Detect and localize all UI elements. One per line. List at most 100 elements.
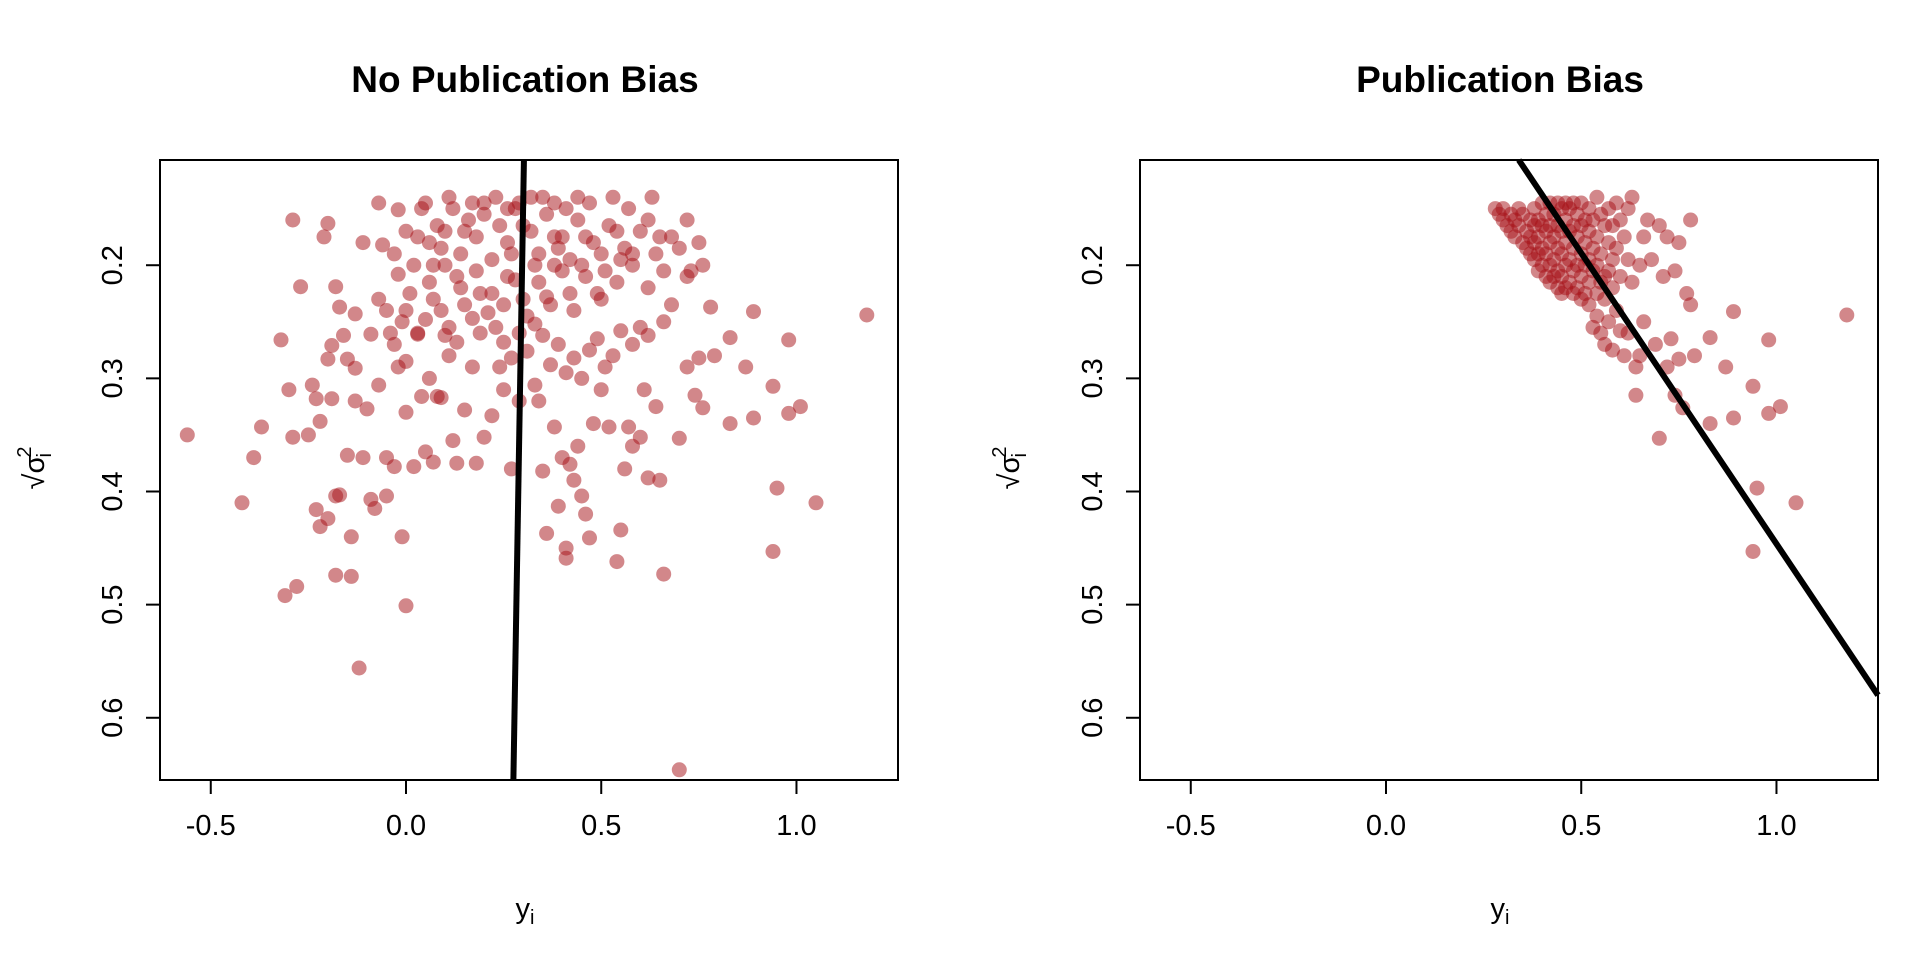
data-point: [496, 334, 512, 350]
panel-publication-bias: Publication Bias -0.5 0.0 0.5 1.0 0.2 0.3 0.4…: [989, 59, 1881, 929]
data-point: [1659, 229, 1675, 245]
data-point: [382, 325, 398, 341]
data-point: [640, 470, 656, 486]
data-point: [1628, 387, 1644, 403]
data-point: [652, 472, 668, 488]
data-point: [386, 336, 402, 352]
data-point: [336, 327, 351, 343]
data-point: [179, 427, 195, 443]
data-point: [324, 338, 340, 353]
data-point: [390, 202, 406, 218]
y-axis-label: √σ2i: [14, 447, 56, 490]
data-point: [558, 550, 574, 566]
data-point: [578, 229, 594, 245]
data-point: [433, 240, 449, 256]
data-point: [410, 325, 426, 341]
data-point: [503, 246, 519, 262]
data-point: [574, 488, 590, 504]
data-point: [461, 212, 476, 228]
data-point: [656, 263, 672, 279]
y-tick-label: 0.6: [1077, 698, 1109, 738]
data-point: [562, 286, 578, 301]
data-point: [449, 334, 465, 350]
data-point: [1624, 189, 1640, 205]
data-point: [371, 291, 387, 307]
data-point: [343, 529, 359, 545]
data-point: [503, 350, 519, 366]
data-point: [488, 319, 504, 335]
data-point: [664, 297, 679, 313]
data-point: [343, 568, 359, 584]
data-point: [289, 579, 305, 594]
data-point: [531, 393, 547, 409]
data-point: [464, 310, 480, 326]
data-point: [546, 229, 562, 245]
data-point: [472, 325, 488, 341]
points-layer: [179, 189, 875, 778]
chart-title: Publication Bias: [1356, 59, 1644, 100]
data-point: [254, 419, 269, 435]
data-point: [421, 370, 437, 386]
data-point: [1788, 495, 1804, 511]
data-point: [347, 393, 363, 409]
data-point: [1726, 304, 1741, 320]
data-point: [464, 195, 480, 211]
data-point: [683, 263, 699, 279]
x-axis: -0.5 0.0 0.5 1.0: [1166, 779, 1797, 842]
data-point: [792, 399, 808, 415]
data-point: [1683, 297, 1699, 313]
data-point: [472, 286, 488, 301]
data-point: [1624, 274, 1640, 290]
data-point: [695, 400, 711, 416]
data-point: [1651, 430, 1667, 446]
data-point: [609, 554, 625, 570]
data-point: [671, 430, 687, 446]
data-point: [484, 252, 500, 268]
data-point: [234, 495, 250, 511]
data-point: [414, 389, 430, 404]
data-point: [500, 235, 515, 251]
x-tick-label: -0.5: [186, 810, 236, 842]
data-point: [445, 433, 461, 449]
data-point: [546, 195, 562, 211]
data-point: [308, 391, 324, 407]
data-point: [449, 269, 465, 284]
data-point: [539, 525, 555, 541]
data-point: [1839, 307, 1855, 323]
data-point: [464, 359, 480, 375]
x-axis-label: yi: [1491, 893, 1510, 929]
data-point: [1632, 257, 1648, 273]
data-point: [746, 304, 761, 320]
data-point: [531, 246, 547, 262]
data-point: [550, 336, 566, 352]
data-point: [1749, 480, 1765, 496]
data-point: [394, 314, 410, 330]
data-point: [398, 303, 414, 318]
data-point: [632, 223, 648, 239]
data-point: [1589, 308, 1605, 324]
data-point: [671, 762, 687, 778]
data-point: [328, 279, 344, 295]
data-point: [1608, 240, 1624, 256]
data-point: [613, 252, 629, 268]
data-point: [535, 327, 551, 343]
data-point: [484, 408, 500, 424]
data-point: [492, 218, 508, 234]
data-point: [621, 201, 637, 217]
data-point: [398, 353, 414, 369]
data-point: [570, 189, 586, 205]
data-point: [652, 229, 668, 245]
data-point: [285, 212, 301, 228]
y-tick-label: 0.5: [97, 584, 129, 624]
data-point: [566, 472, 582, 488]
data-point: [535, 463, 551, 479]
data-point: [445, 201, 461, 217]
data-point: [582, 530, 597, 546]
data-point: [589, 331, 605, 347]
data-point: [625, 336, 640, 352]
data-point: [355, 235, 371, 251]
x-tick-label: 1.0: [1756, 810, 1796, 842]
data-point: [359, 401, 375, 417]
data-point: [695, 257, 711, 273]
